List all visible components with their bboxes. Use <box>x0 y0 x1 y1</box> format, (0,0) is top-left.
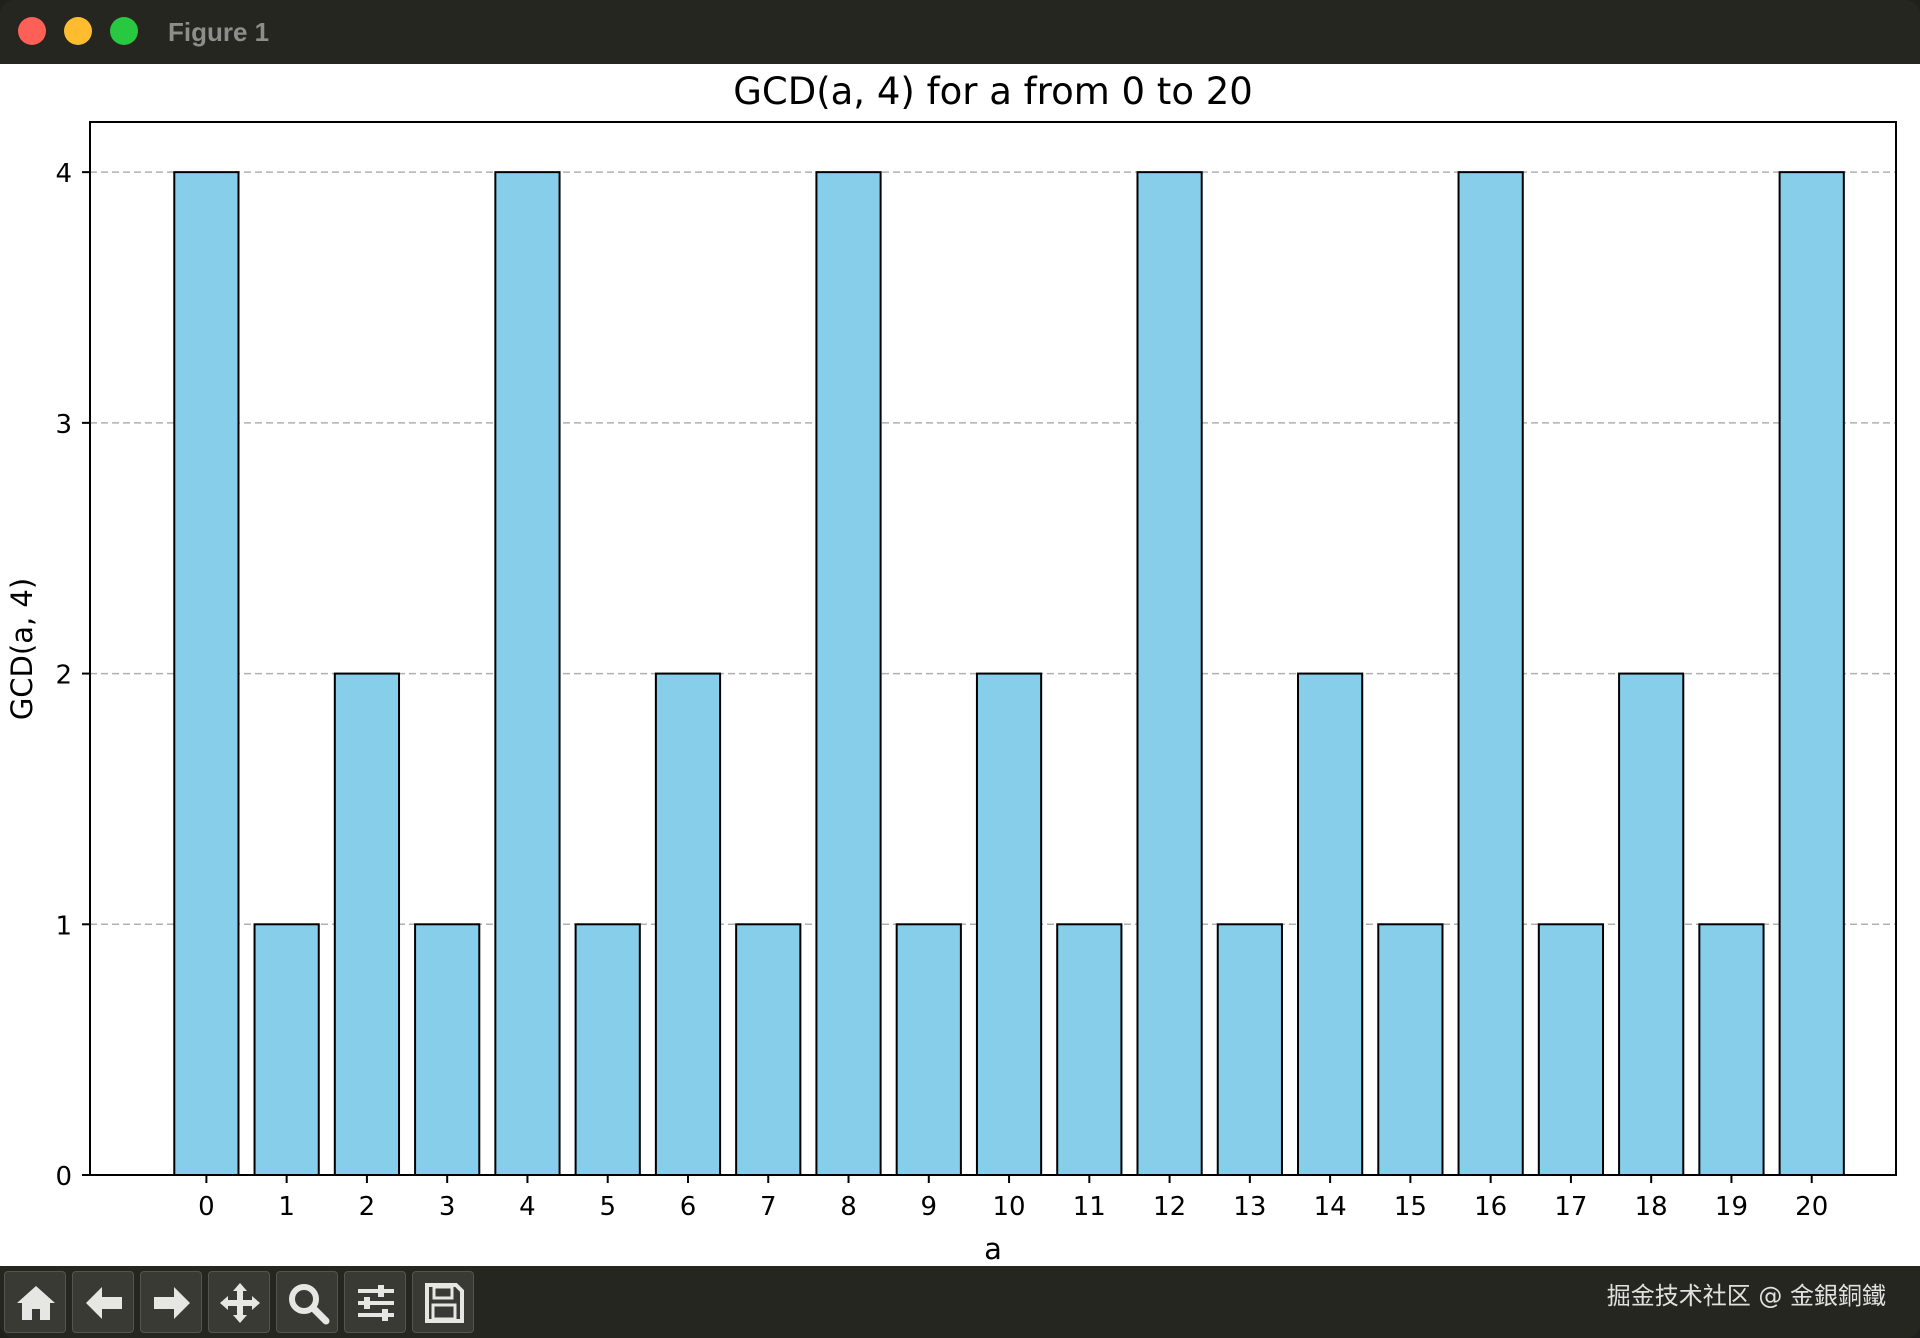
move-icon <box>220 1283 260 1323</box>
bar <box>1698 923 1765 1176</box>
title-bar: Figure 1 <box>0 0 1920 64</box>
x-tick-label: 9 <box>921 1192 938 1222</box>
bar <box>173 171 240 1176</box>
home-button[interactable] <box>4 1271 66 1333</box>
bar <box>1056 923 1123 1176</box>
bar <box>1457 171 1524 1176</box>
x-tick-label: 15 <box>1394 1192 1427 1222</box>
floppy-disk-icon <box>425 1283 464 1323</box>
x-tick-label: 6 <box>680 1192 697 1222</box>
x-tick-label: 18 <box>1635 1192 1668 1222</box>
x-tick-label: 14 <box>1314 1192 1347 1222</box>
maximize-window-button[interactable] <box>110 17 138 45</box>
x-tick-label: 10 <box>993 1192 1026 1222</box>
x-tick-label: 12 <box>1153 1192 1186 1222</box>
home-icon <box>17 1286 55 1320</box>
back-button[interactable] <box>72 1271 134 1333</box>
x-tick-label: 19 <box>1715 1192 1748 1222</box>
y-tick-label: 4 <box>55 159 72 189</box>
zoom-button[interactable] <box>276 1271 338 1333</box>
bar <box>1537 923 1605 1176</box>
y-tick-label: 3 <box>55 410 72 440</box>
x-tick-label: 17 <box>1554 1192 1587 1222</box>
bar <box>1136 171 1203 1176</box>
bar <box>333 672 401 1176</box>
bar <box>1216 923 1283 1176</box>
bar <box>1297 672 1364 1176</box>
y-tick-label: 0 <box>55 1162 72 1192</box>
minimize-window-button[interactable] <box>64 17 92 45</box>
arrow-right-icon <box>154 1287 190 1319</box>
x-tick-label: 5 <box>599 1192 616 1222</box>
bar <box>574 923 641 1176</box>
sliders-icon <box>358 1285 394 1321</box>
x-tick-label: 16 <box>1474 1192 1507 1222</box>
x-tick-label: 2 <box>359 1192 376 1222</box>
bar <box>895 923 962 1176</box>
x-tick-label: 3 <box>439 1192 456 1222</box>
bar <box>253 923 320 1176</box>
x-axis-label: a <box>984 1232 1002 1266</box>
x-tick-label: 8 <box>840 1192 857 1222</box>
bar <box>735 923 802 1176</box>
x-tick-label: 4 <box>519 1192 536 1222</box>
bar <box>1377 923 1444 1176</box>
watermark-text: 掘金技术社区 @ 金銀銅鐵 <box>1606 1282 1886 1310</box>
pan-button[interactable] <box>208 1271 270 1333</box>
close-window-button[interactable] <box>18 17 46 45</box>
bar <box>815 171 882 1176</box>
arrow-left-icon <box>86 1287 122 1319</box>
y-tick-label: 1 <box>55 911 72 941</box>
configure-subplots-button[interactable] <box>344 1271 406 1333</box>
y-axis-label: GCD(a, 4) <box>5 578 39 720</box>
x-tick-label: 11 <box>1073 1192 1106 1222</box>
chart-title: GCD(a, 4) for a from 0 to 20 <box>733 70 1253 113</box>
x-tick-label: 0 <box>198 1192 215 1222</box>
forward-button[interactable] <box>140 1271 202 1333</box>
plot-frame <box>89 121 1897 1176</box>
bar <box>1778 171 1845 1176</box>
window-title: Figure 1 <box>168 17 270 47</box>
bar <box>1618 672 1685 1176</box>
magnifier-icon <box>289 1284 330 1325</box>
x-tick-label: 20 <box>1795 1192 1828 1222</box>
x-tick-label: 7 <box>760 1192 777 1222</box>
bar <box>494 171 561 1176</box>
x-tick-label: 1 <box>278 1192 295 1222</box>
bar <box>414 923 481 1176</box>
bar <box>654 672 722 1176</box>
y-tick-label: 2 <box>55 661 72 691</box>
save-button[interactable] <box>412 1271 474 1333</box>
navigation-toolbar <box>0 1266 1920 1338</box>
bar <box>975 672 1043 1176</box>
x-tick-label: 13 <box>1233 1192 1266 1222</box>
